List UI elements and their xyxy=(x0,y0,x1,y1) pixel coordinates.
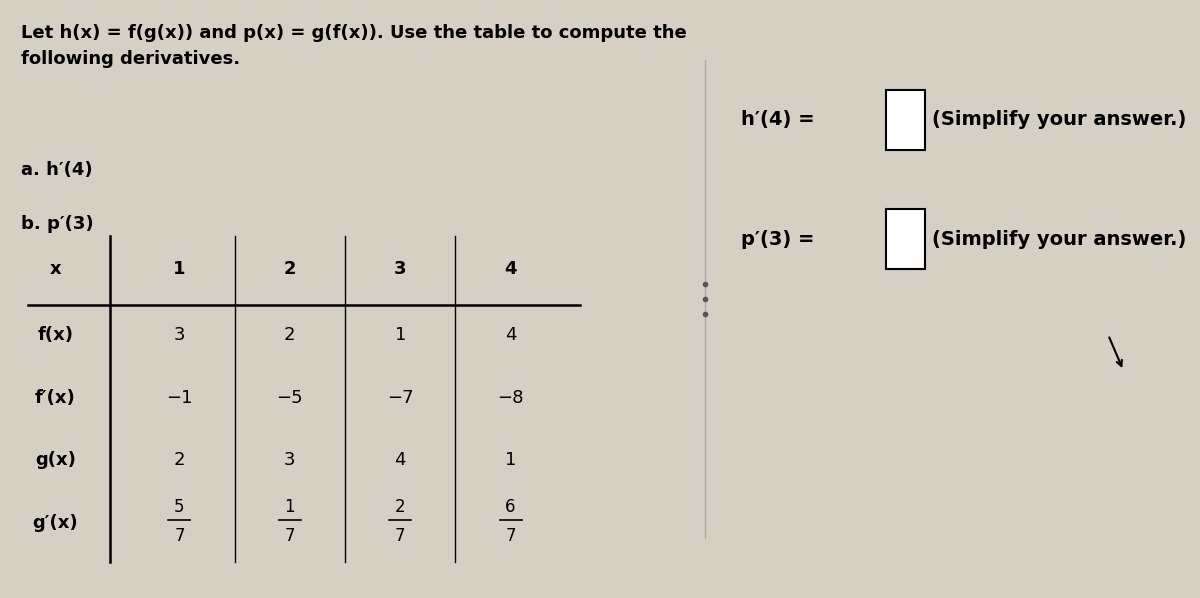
Text: b. p′(3): b. p′(3) xyxy=(20,215,94,233)
Text: 4: 4 xyxy=(504,260,517,278)
Text: 3: 3 xyxy=(394,260,407,278)
Text: 2: 2 xyxy=(284,326,295,344)
Text: 7: 7 xyxy=(284,527,295,545)
Text: 4: 4 xyxy=(395,451,406,469)
Text: (Simplify your answer.): (Simplify your answer.) xyxy=(932,110,1187,129)
Bar xyxy=(887,90,925,150)
Text: 3: 3 xyxy=(284,451,295,469)
Text: p′(3) =: p′(3) = xyxy=(742,230,815,249)
Text: −8: −8 xyxy=(497,389,524,407)
Text: 2: 2 xyxy=(283,260,296,278)
Text: 5: 5 xyxy=(174,498,185,515)
Text: 2: 2 xyxy=(395,498,406,515)
Text: f(x): f(x) xyxy=(37,326,73,344)
Text: 7: 7 xyxy=(174,527,185,545)
Text: 7: 7 xyxy=(395,527,406,545)
Bar xyxy=(887,209,925,269)
Text: a. h′(4): a. h′(4) xyxy=(20,161,92,179)
Text: x: x xyxy=(49,260,61,278)
Text: −1: −1 xyxy=(166,389,193,407)
Text: h′(4) =: h′(4) = xyxy=(742,110,815,129)
Text: Let h(x) = f(g(x)) and p(x) = g(f(x)). Use the table to compute the
following de: Let h(x) = f(g(x)) and p(x) = g(f(x)). U… xyxy=(20,24,686,68)
Text: −5: −5 xyxy=(276,389,304,407)
Text: f′(x): f′(x) xyxy=(35,389,76,407)
Text: −7: −7 xyxy=(386,389,414,407)
Text: 2: 2 xyxy=(174,451,185,469)
Text: g(x): g(x) xyxy=(35,451,76,469)
Text: (Simplify your answer.): (Simplify your answer.) xyxy=(932,230,1187,249)
Text: 4: 4 xyxy=(505,326,516,344)
Text: 7: 7 xyxy=(505,527,516,545)
Text: 6: 6 xyxy=(505,498,516,515)
Text: 1: 1 xyxy=(284,498,295,515)
Text: 1: 1 xyxy=(505,451,516,469)
Text: 3: 3 xyxy=(174,326,185,344)
Text: g′(x): g′(x) xyxy=(32,514,78,532)
Text: 1: 1 xyxy=(395,326,406,344)
Text: 1: 1 xyxy=(173,260,186,278)
